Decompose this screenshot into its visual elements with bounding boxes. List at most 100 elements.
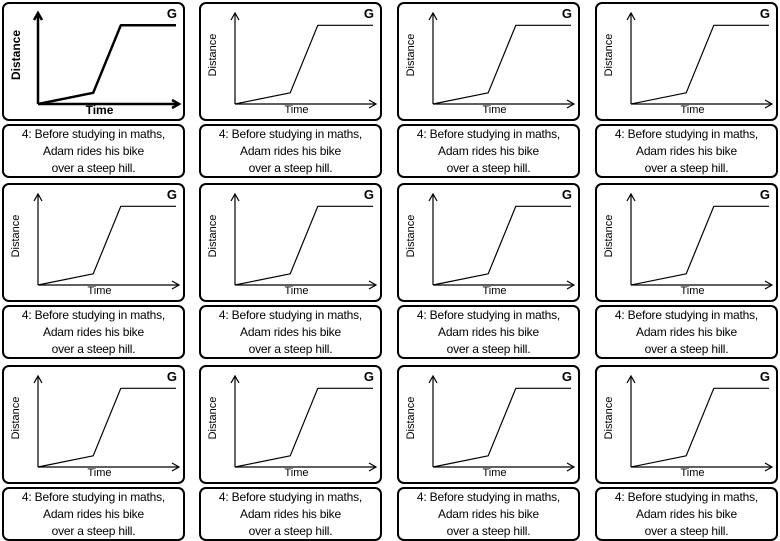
graph-panel: G Distance Time <box>595 365 778 484</box>
graph-panel: G Distance Time <box>199 2 382 121</box>
y-axis-label: Distance <box>603 396 615 440</box>
x-axis-label: Time <box>680 467 705 479</box>
caption-line: Adam rides his bike <box>438 324 539 339</box>
distance-line <box>37 387 176 468</box>
y-axis-arrow <box>428 11 438 21</box>
caption-line: over a steep hill. <box>644 160 729 175</box>
y-axis-label: Distance <box>207 33 219 77</box>
caption-line: over a steep hill. <box>446 341 531 356</box>
caption-line: 4: Before studying in maths, <box>218 126 363 141</box>
grade-label: G <box>363 369 374 384</box>
caption-line: 4: Before studying in maths, <box>21 489 166 504</box>
caption-line: 4: Before studying in maths, <box>416 489 561 504</box>
story-caption: 4: Before studying in maths, Adam rides h… <box>22 489 165 540</box>
x-axis-label: Time <box>85 103 114 117</box>
distance-time-graph <box>32 10 182 110</box>
y-axis-label: Distance <box>405 33 417 77</box>
x-axis-arrow <box>368 99 378 109</box>
y-axis-label: Distance <box>9 29 23 81</box>
graph-panel: G Distance Time <box>2 365 185 484</box>
x-axis-arrow <box>764 99 774 109</box>
caption-line: Adam rides his bike <box>240 143 341 158</box>
graph-panel: G Distance Time <box>199 365 382 484</box>
caption-panel: 4: Before studying in maths, Adam rides h… <box>199 487 382 541</box>
distance-line <box>630 387 769 468</box>
x-axis-label: Time <box>482 285 507 297</box>
caption-panel: 4: Before studying in maths, Adam rides h… <box>397 124 580 178</box>
caption-line: Adam rides his bike <box>43 324 144 339</box>
distance-line <box>432 24 571 105</box>
y-axis-label: Distance <box>207 214 219 258</box>
caption-line: Adam rides his bike <box>240 506 341 521</box>
distance-line <box>630 24 769 105</box>
y-axis-arrow <box>626 192 636 202</box>
x-axis-label: Time <box>284 104 309 116</box>
graph-panel: G Distance Time <box>397 365 580 484</box>
y-axis-label: Distance <box>10 214 22 258</box>
grade-label: G <box>561 369 572 384</box>
x-axis-arrow <box>764 280 774 290</box>
caption-line: Adam rides his bike <box>636 143 737 158</box>
x-axis-arrow <box>566 462 576 472</box>
x-axis-arrow <box>171 462 181 472</box>
caption-line: Adam rides his bike <box>438 506 539 521</box>
story-caption: 4: Before studying in maths, Adam rides h… <box>417 126 560 177</box>
distance-time-graph <box>230 192 378 290</box>
distance-line <box>234 205 373 286</box>
caption-line: over a steep hill. <box>644 341 729 356</box>
x-axis-label: Time <box>87 467 112 479</box>
caption-line: 4: Before studying in maths, <box>614 126 759 141</box>
x-axis-label: Time <box>680 285 705 297</box>
x-axis-arrow <box>171 280 181 290</box>
x-axis-label: Time <box>284 285 309 297</box>
caption-line: over a steep hill. <box>248 523 333 538</box>
distance-line <box>234 387 373 468</box>
x-axis-arrow <box>368 280 378 290</box>
distance-line <box>432 205 571 286</box>
caption-line: 4: Before studying in maths, <box>21 307 166 322</box>
distance-time-graph <box>230 11 378 109</box>
caption-panel: 4: Before studying in maths, Adam rides h… <box>397 305 580 359</box>
grade-label: G <box>166 369 177 384</box>
distance-time-graph <box>626 192 774 290</box>
x-axis-label: Time <box>87 285 112 297</box>
story-caption: 4: Before studying in maths, Adam rides h… <box>417 489 560 540</box>
caption-line: over a steep hill. <box>644 523 729 538</box>
caption-line: Adam rides his bike <box>636 506 737 521</box>
distance-line <box>37 205 176 286</box>
y-axis-label: Distance <box>603 214 615 258</box>
caption-line: 4: Before studying in maths, <box>21 126 166 141</box>
x-axis-arrow <box>566 99 576 109</box>
caption-line: 4: Before studying in maths, <box>416 126 561 141</box>
distance-time-graph <box>428 11 576 109</box>
y-axis-arrow <box>626 11 636 21</box>
x-axis-label: Time <box>482 104 507 116</box>
distance-time-graph <box>230 374 378 472</box>
x-axis-label: Time <box>482 467 507 479</box>
caption-line: 4: Before studying in maths, <box>218 307 363 322</box>
distance-line <box>432 387 571 468</box>
grade-label: G <box>166 187 177 202</box>
caption-line: over a steep hill. <box>51 523 136 538</box>
distance-time-graph <box>33 192 181 290</box>
x-axis-arrow <box>566 280 576 290</box>
y-axis-arrow <box>32 10 44 21</box>
story-caption: 4: Before studying in maths, Adam rides h… <box>615 307 758 358</box>
caption-panel: 4: Before studying in maths, Adam rides h… <box>2 305 185 359</box>
graph-panel: G Distance Time <box>397 183 580 302</box>
y-axis-arrow <box>230 374 240 384</box>
story-caption: 4: Before studying in maths, Adam rides h… <box>219 489 362 540</box>
caption-panel: 4: Before studying in maths, Adam rides h… <box>199 305 382 359</box>
y-axis-arrow <box>626 374 636 384</box>
story-caption: 4: Before studying in maths, Adam rides h… <box>615 489 758 540</box>
graph-panel: G Distance Time <box>397 2 580 121</box>
distance-time-graph <box>626 11 774 109</box>
distance-line <box>630 205 769 286</box>
x-axis-arrow <box>764 462 774 472</box>
story-caption: 4: Before studying in maths, Adam rides h… <box>219 307 362 358</box>
x-axis-label: Time <box>680 104 705 116</box>
caption-line: over a steep hill. <box>51 160 136 175</box>
graph-panel: G Distance Time <box>595 2 778 121</box>
y-axis-arrow <box>230 11 240 21</box>
grade-label: G <box>363 6 374 21</box>
